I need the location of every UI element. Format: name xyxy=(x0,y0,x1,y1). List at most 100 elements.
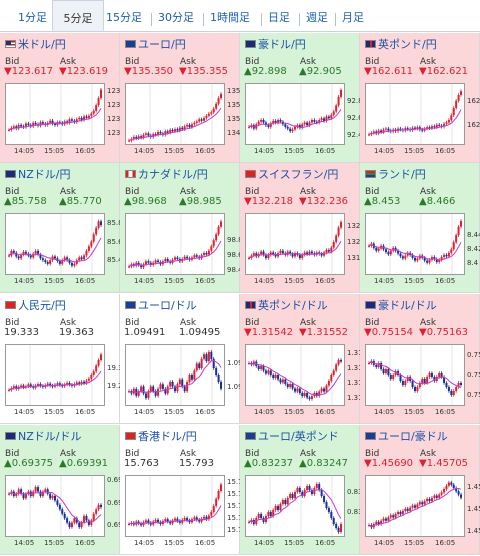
tab-1h[interactable]: 1時間足 xyxy=(210,11,250,24)
rate-panel[interactable]: ユーロ/ドル Bid Ask 1.09491 1.09495 1.096 1.095 14:0… xyxy=(120,294,247,424)
candle-body xyxy=(399,512,402,515)
pair-name[interactable]: 人民元/円 xyxy=(18,299,66,312)
candle-body xyxy=(128,524,130,525)
tab-15m[interactable]: 15分足 xyxy=(106,11,142,24)
pair-title[interactable]: ユーロ/豪ドル xyxy=(365,428,448,443)
mini-candlestick-chart[interactable] xyxy=(245,83,345,145)
rate-panel[interactable]: 英ポンド/円 Bid Ask ▼162.611 ▼162.621 162.5 162 14:0… xyxy=(360,33,480,163)
mini-candlestick-chart[interactable] xyxy=(5,344,105,406)
pair-title[interactable]: スイスフラン/円 xyxy=(245,166,339,181)
tab-weekly[interactable]: 週足 xyxy=(306,11,328,24)
rate-panel[interactable]: 豪ドル/円 Bid Ask ▲92.898 ▲92.905 92.8 92.6 92.4 14:… xyxy=(240,33,363,163)
rate-panel[interactable]: スイスフラン/円 Bid Ask ▼132.218 ▼132.236 132.2 132 13… xyxy=(240,163,367,293)
pair-title[interactable]: カナダドル/円 xyxy=(125,166,208,181)
rate-panel[interactable]: ユーロ/英ポンド Bid Ask ▲0.83237 ▲0.83247 0.834 0.833… xyxy=(240,425,367,555)
candle-body xyxy=(166,519,169,522)
candle-body xyxy=(87,378,90,381)
mini-candlestick-chart[interactable] xyxy=(365,83,465,145)
candle-body xyxy=(428,498,431,502)
rate-panel[interactable]: ユーロ/豪ドル Bid Ask ▼1.45690 ▼1.45705 1.458 1.456 1… xyxy=(360,425,480,555)
pair-name[interactable]: NZドル/ドル xyxy=(18,430,82,443)
candle-body xyxy=(272,375,275,378)
pair-name[interactable]: ユーロ/円 xyxy=(138,38,186,51)
tab-daily[interactable]: 日足 xyxy=(268,11,290,24)
pair-name[interactable]: ユーロ/英ポンド xyxy=(258,430,339,443)
mini-candlestick-chart[interactable] xyxy=(245,213,345,275)
pair-title[interactable]: 英ポンド/円 xyxy=(365,36,437,51)
ask-value: 19.363 xyxy=(59,327,94,338)
candle-body xyxy=(12,386,15,389)
mini-candlestick-chart[interactable] xyxy=(245,344,345,406)
mini-candlestick-chart[interactable] xyxy=(5,83,105,145)
mini-candlestick-chart[interactable] xyxy=(365,213,465,275)
pair-name[interactable]: スイスフラン/円 xyxy=(258,168,339,181)
candle-body xyxy=(37,384,40,386)
pair-title[interactable]: 人民元/円 xyxy=(5,297,66,312)
tab-30m[interactable]: 30分足 xyxy=(158,11,194,24)
pair-name[interactable]: 豪ドル/ドル xyxy=(378,299,437,312)
tab-5m[interactable]: 5分足 xyxy=(52,0,104,31)
candle-body xyxy=(460,494,462,498)
pair-title[interactable]: ユーロ/英ポンド xyxy=(245,428,339,443)
candle-body xyxy=(445,254,448,257)
candle-body xyxy=(310,396,313,399)
pair-title[interactable]: ユーロ/ドル xyxy=(125,297,197,312)
pair-title[interactable]: 豪ドル/円 xyxy=(245,36,306,51)
rate-panel[interactable]: ユーロ/円 Bid Ask ▼135.350 ▼135.355 135.4 135.2 135… xyxy=(120,33,247,163)
pair-title[interactable]: 英ポンド/ドル xyxy=(245,297,328,312)
candle-body xyxy=(409,377,412,381)
pair-title[interactable]: ランド/円 xyxy=(365,166,426,181)
rate-panel[interactable]: 香港ドル/円 Bid Ask 15.763 15.793 15.78 15.76 15.74 1… xyxy=(120,425,247,555)
bid-value: ▼0.75154 xyxy=(364,327,414,338)
y-tick-label: 123.2 xyxy=(107,115,128,124)
candle-body xyxy=(29,255,32,258)
candle-body xyxy=(327,250,330,252)
pair-name[interactable]: ランド/円 xyxy=(378,168,426,181)
mini-candlestick-chart[interactable] xyxy=(245,475,345,537)
mini-candlestick-chart[interactable] xyxy=(125,213,225,275)
mini-candlestick-chart[interactable] xyxy=(125,344,225,406)
mini-candlestick-chart[interactable] xyxy=(5,213,105,275)
rate-panel[interactable]: 米ドル/円 Bid Ask ▼123.617 ▼123.619 123.6 123.4 123… xyxy=(0,33,127,163)
pair-name[interactable]: 豪ドル/円 xyxy=(258,38,306,51)
candle-body xyxy=(445,383,448,387)
mini-candlestick-chart[interactable] xyxy=(5,475,105,537)
pair-name[interactable]: カナダドル/円 xyxy=(138,168,208,181)
pair-title[interactable]: NZドル/円 xyxy=(5,166,71,181)
pair-name[interactable]: 英ポンド/ドル xyxy=(258,299,328,312)
x-tick-label: 15:05 xyxy=(44,277,65,285)
mini-candlestick-chart[interactable] xyxy=(365,344,465,406)
candle-body xyxy=(286,498,289,504)
tab-1m[interactable]: 1分足 xyxy=(18,11,47,24)
rate-panel[interactable]: ランド/円 Bid Ask ▲8.453 ▲8.466 8.44 8.42 8.4 14:05 1… xyxy=(360,163,480,293)
pair-title[interactable]: NZドル/ドル xyxy=(5,428,82,443)
rate-panel[interactable]: 豪ドル/ドル Bid Ask ▼0.75154 ▼0.75163 0.753 0.752 0.… xyxy=(360,294,480,424)
pair-name[interactable]: ユーロ/豪ドル xyxy=(378,430,448,443)
pair-title[interactable]: 香港ドル/円 xyxy=(125,428,197,443)
pair-name[interactable]: 英ポンド/円 xyxy=(378,38,437,51)
candle-body xyxy=(320,388,323,392)
pair-title[interactable]: 米ドル/円 xyxy=(5,36,66,51)
bid-label: Bid xyxy=(245,318,260,328)
pair-name[interactable]: NZドル/円 xyxy=(18,168,71,181)
rate-panel[interactable]: NZドル/円 Bid Ask ▲85.758 ▲85.770 85.8 85.6 85.4 14… xyxy=(0,163,123,293)
candle-body xyxy=(332,518,335,524)
rate-panel[interactable]: 英ポンド/ドル Bid Ask ▼1.31542 ▼1.31552 1.316 1.315 1… xyxy=(240,294,367,424)
mini-candlestick-chart[interactable] xyxy=(125,475,225,537)
mini-candlestick-chart[interactable] xyxy=(365,475,465,537)
pair-name[interactable]: 米ドル/円 xyxy=(18,38,66,51)
rate-panel[interactable]: NZドル/ドル Bid Ask ▲0.69375 ▲0.69391 0.695 0.694 0… xyxy=(0,425,127,555)
moving-average-line xyxy=(368,361,462,389)
pair-title[interactable]: ユーロ/円 xyxy=(125,36,186,51)
bid-value: ▲85.758 xyxy=(4,196,47,207)
tab-monthly[interactable]: 月足 xyxy=(342,11,364,24)
rate-panel[interactable]: カナダドル/円 Bid Ask ▲98.968 ▲98.985 98.8 98.6 98.4 1… xyxy=(120,163,243,293)
pair-name[interactable]: 香港ドル/円 xyxy=(138,430,197,443)
pair-title[interactable]: 豪ドル/ドル xyxy=(365,297,437,312)
mini-candlestick-chart[interactable] xyxy=(125,83,225,145)
timeframe-tabs: 1分足 5分足 15分足 30分足 1時間足 日足 週足 月足 xyxy=(0,0,480,32)
bid-value: ▼123.617 xyxy=(4,66,54,77)
x-tick-label: 16:05 xyxy=(195,277,216,285)
pair-name[interactable]: ユーロ/ドル xyxy=(138,299,197,312)
rate-panel[interactable]: 人民元/円 Bid Ask 19.333 19.363 19.3 19.25 14:05 15:… xyxy=(0,294,127,424)
